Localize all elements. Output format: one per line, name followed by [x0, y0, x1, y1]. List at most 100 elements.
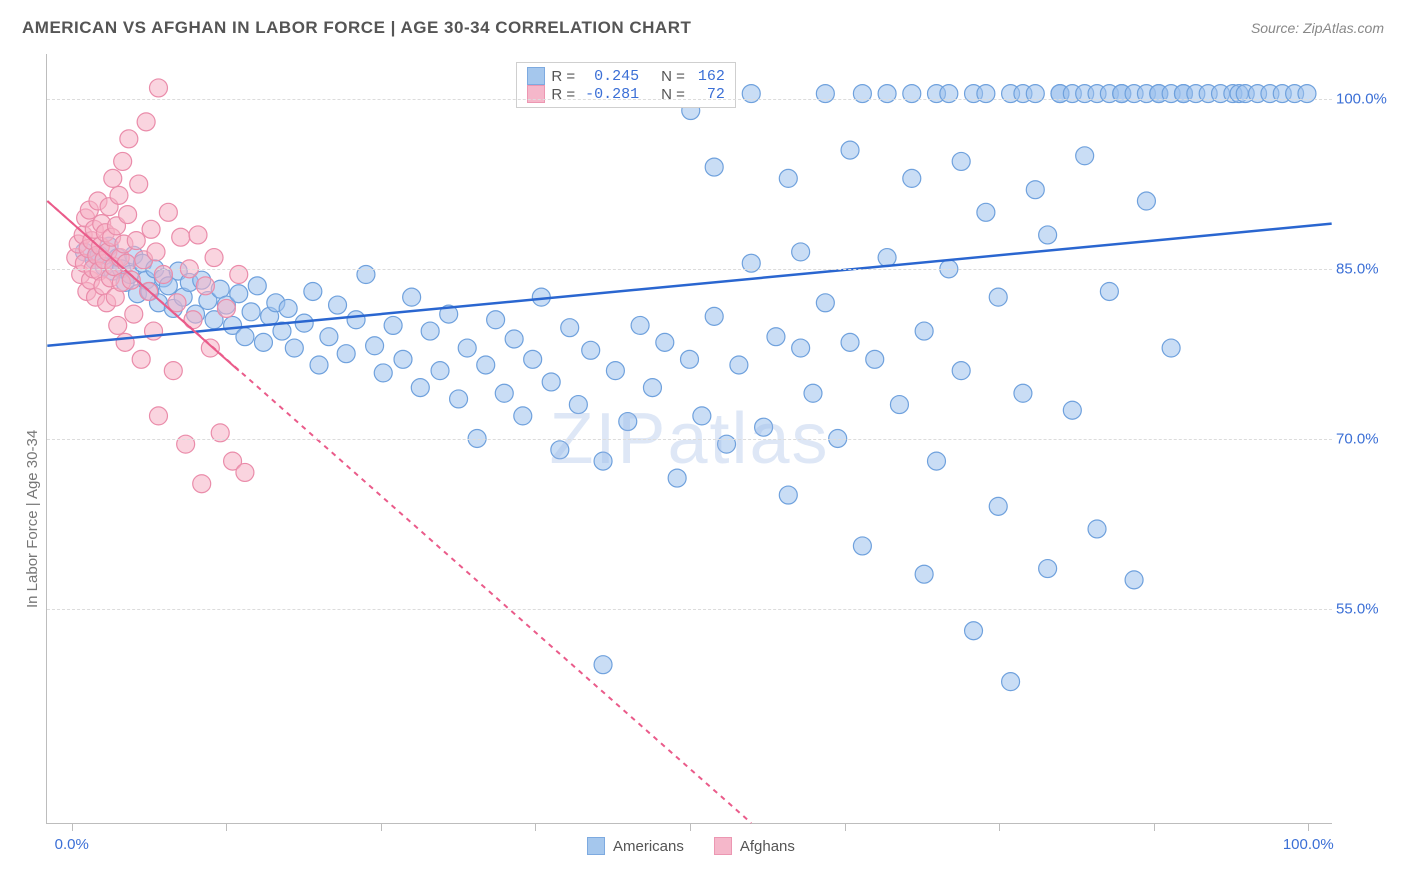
data-point — [792, 243, 810, 261]
data-point — [1039, 226, 1057, 244]
data-point — [878, 249, 896, 267]
data-point — [767, 328, 785, 346]
data-point — [1162, 339, 1180, 357]
data-point — [248, 277, 266, 295]
data-point — [668, 469, 686, 487]
legend-r-value: 0.245 — [581, 68, 639, 85]
data-point — [217, 299, 235, 317]
gridline — [47, 99, 1332, 100]
data-point — [606, 362, 624, 380]
data-point — [236, 463, 254, 481]
data-point — [495, 384, 513, 402]
data-point — [458, 339, 476, 357]
y-tick-label: 100.0% — [1336, 91, 1396, 108]
data-point — [310, 356, 328, 374]
data-point — [374, 364, 392, 382]
data-point — [965, 622, 983, 640]
gridline — [47, 269, 1332, 270]
source-prefix: Source: — [1251, 20, 1303, 36]
gridline — [47, 439, 1332, 440]
legend-correlation-box: R = 0.245 N = 162 R = -0.281 N = 72 — [516, 62, 736, 108]
data-point — [989, 288, 1007, 306]
x-tick — [226, 823, 227, 831]
data-point — [1039, 560, 1057, 578]
data-point — [116, 333, 134, 351]
data-point — [524, 350, 542, 368]
data-point — [816, 294, 834, 312]
data-point — [254, 333, 272, 351]
legend-row: R = -0.281 N = 72 — [527, 85, 725, 103]
data-point — [561, 319, 579, 337]
data-point — [631, 316, 649, 334]
data-point — [866, 350, 884, 368]
data-point — [890, 396, 908, 414]
data-point — [477, 356, 495, 374]
data-point — [125, 305, 143, 323]
source-name: ZipAtlas.com — [1303, 20, 1384, 36]
data-point — [130, 175, 148, 193]
data-point — [193, 475, 211, 493]
legend-series-label: Afghans — [740, 838, 795, 855]
legend-n-value: 162 — [691, 68, 725, 85]
data-point — [505, 330, 523, 348]
data-point — [693, 407, 711, 425]
data-point — [411, 379, 429, 397]
data-point — [320, 328, 338, 346]
data-point — [915, 565, 933, 583]
x-tick — [381, 823, 382, 831]
legend-item: Afghans — [714, 837, 795, 855]
data-point — [1026, 181, 1044, 199]
plot-area: ZIPatlas R = 0.245 N = 162 R = -0.281 N … — [46, 54, 1332, 824]
legend-row: R = 0.245 N = 162 — [527, 67, 725, 85]
data-point — [189, 226, 207, 244]
data-point — [718, 435, 736, 453]
data-point — [487, 311, 505, 329]
data-point — [841, 141, 859, 159]
y-axis-title: In Labor Force | Age 30-34 — [24, 430, 41, 608]
data-point — [1137, 192, 1155, 210]
data-point — [147, 243, 165, 261]
data-point — [120, 130, 138, 148]
data-point — [542, 373, 560, 391]
data-point — [656, 333, 674, 351]
data-point — [384, 316, 402, 334]
chart-title: AMERICAN VS AFGHAN IN LABOR FORCE | AGE … — [22, 18, 691, 38]
legend-series-label: Americans — [613, 838, 684, 855]
x-tick — [72, 823, 73, 831]
x-tick — [690, 823, 691, 831]
swatch-icon — [527, 67, 545, 85]
data-point — [329, 296, 347, 314]
data-point — [337, 345, 355, 363]
legend-item: Americans — [587, 837, 684, 855]
x-tick — [845, 823, 846, 831]
data-point — [236, 328, 254, 346]
x-tick — [1154, 823, 1155, 831]
data-point — [1076, 147, 1094, 165]
y-tick-label: 85.0% — [1336, 261, 1396, 278]
data-point — [285, 339, 303, 357]
data-point — [582, 341, 600, 359]
data-point — [927, 452, 945, 470]
x-tick — [535, 823, 536, 831]
data-point — [394, 350, 412, 368]
data-point — [792, 339, 810, 357]
data-point — [104, 169, 122, 187]
source-label: Source: ZipAtlas.com — [1251, 20, 1384, 36]
data-point — [903, 169, 921, 187]
y-tick-label: 70.0% — [1336, 431, 1396, 448]
data-point — [109, 316, 127, 334]
data-point — [779, 169, 797, 187]
data-point — [137, 113, 155, 131]
data-point — [1125, 571, 1143, 589]
data-point — [450, 390, 468, 408]
data-point — [114, 152, 132, 170]
data-point — [1014, 384, 1032, 402]
data-point — [366, 337, 384, 355]
data-point — [952, 152, 970, 170]
data-point — [1063, 401, 1081, 419]
data-point — [1002, 673, 1020, 691]
data-point — [705, 307, 723, 325]
x-tick — [999, 823, 1000, 831]
data-point — [132, 350, 150, 368]
data-point — [279, 299, 297, 317]
